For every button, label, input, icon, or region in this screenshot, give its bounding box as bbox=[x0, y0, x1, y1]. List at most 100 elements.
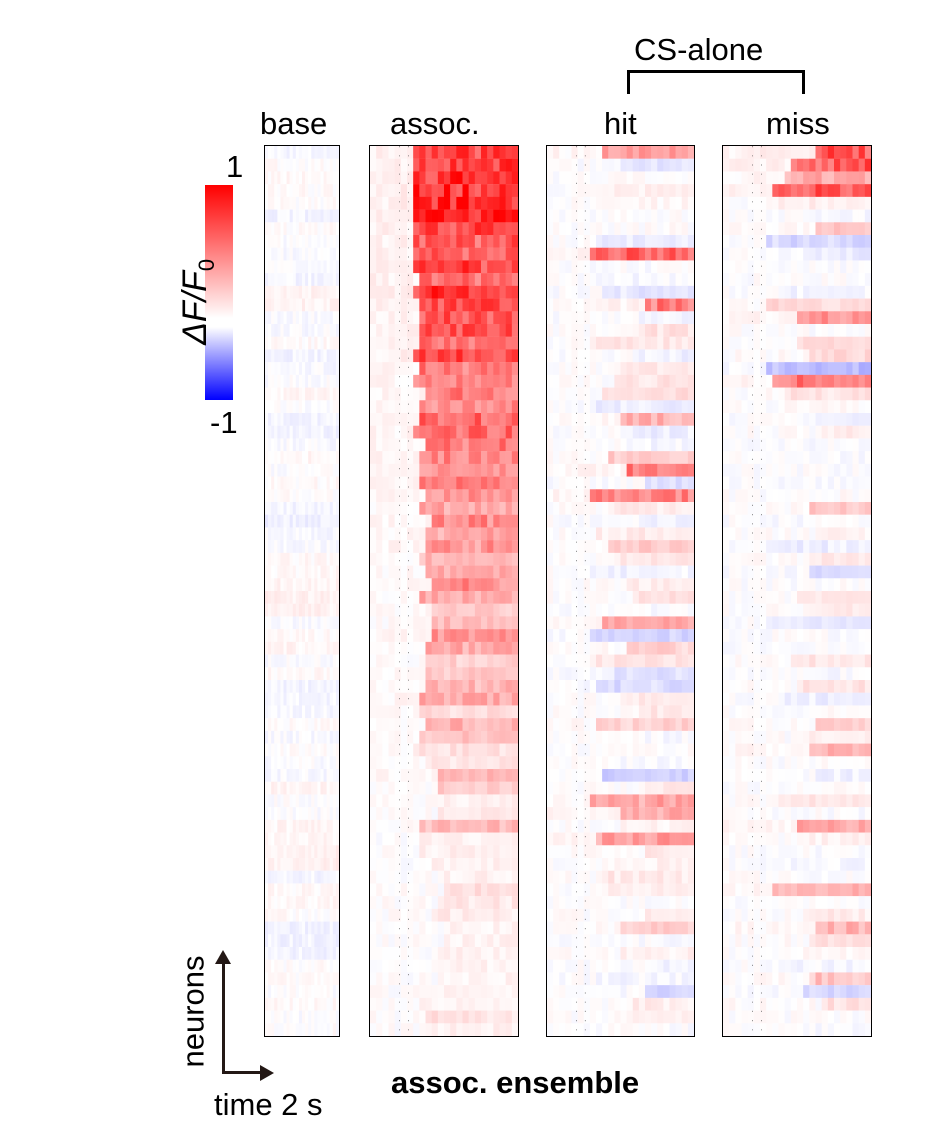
heatmap-cell bbox=[596, 375, 602, 388]
heatmap-cell bbox=[274, 871, 277, 884]
heatmap-cell bbox=[395, 896, 401, 909]
heatmap-cell bbox=[463, 705, 469, 718]
heatmap-cell bbox=[663, 871, 669, 884]
heatmap-cell bbox=[376, 616, 382, 629]
heatmap-cell bbox=[330, 451, 333, 464]
heatmap-cell bbox=[688, 311, 694, 324]
heatmap-cell bbox=[444, 184, 450, 197]
heatmap-cell bbox=[284, 400, 287, 413]
heatmap-cell bbox=[314, 833, 317, 846]
heatmap-cell bbox=[676, 388, 682, 401]
heatmap-cell bbox=[274, 349, 277, 362]
heatmap-cell bbox=[669, 438, 675, 451]
heatmap-cell bbox=[584, 248, 590, 261]
heatmap-cell bbox=[676, 960, 682, 973]
heatmap-cell bbox=[444, 998, 450, 1011]
heatmap-cell bbox=[299, 667, 302, 680]
heatmap-cell bbox=[487, 858, 493, 871]
heatmap-cell bbox=[602, 375, 608, 388]
heatmap-cell bbox=[627, 769, 633, 782]
heatmap-cell bbox=[651, 604, 657, 617]
heatmap-cell bbox=[293, 362, 296, 375]
heatmap-cell bbox=[596, 604, 602, 617]
heatmap-cell bbox=[290, 578, 293, 591]
heatmap-cell bbox=[512, 235, 518, 248]
heatmap-cell bbox=[314, 235, 317, 248]
heatmap-cell bbox=[669, 324, 675, 337]
heatmap-cell bbox=[512, 667, 518, 680]
heatmap-cell bbox=[333, 896, 336, 909]
heatmap-cell bbox=[578, 400, 584, 413]
heatmap-cell bbox=[296, 464, 299, 477]
heatmap-cell bbox=[302, 451, 305, 464]
heatmap-cell bbox=[572, 540, 578, 553]
heatmap-cell bbox=[584, 337, 590, 350]
heatmap-cell bbox=[296, 1011, 299, 1024]
heatmap-cell bbox=[382, 159, 388, 172]
heatmap-cell bbox=[663, 883, 669, 896]
heatmap-cell bbox=[627, 184, 633, 197]
heatmap-cell bbox=[395, 680, 401, 693]
heatmap-cell bbox=[296, 655, 299, 668]
heatmap-cell bbox=[413, 413, 419, 426]
heatmap-cell bbox=[327, 362, 330, 375]
heatmap-cell bbox=[382, 324, 388, 337]
heatmap-cell bbox=[308, 578, 311, 591]
heatmap-cell bbox=[308, 540, 311, 553]
heatmap-cell bbox=[506, 744, 512, 757]
heatmap-cell bbox=[395, 794, 401, 807]
heatmap-cell bbox=[314, 731, 317, 744]
heatmap-cell bbox=[500, 1011, 506, 1024]
heatmap-cell bbox=[280, 286, 283, 299]
heatmap-cell bbox=[682, 769, 688, 782]
heatmap-cell bbox=[296, 388, 299, 401]
heatmap-cell bbox=[645, 985, 651, 998]
heatmap-cell bbox=[413, 464, 419, 477]
heatmap-cell bbox=[621, 527, 627, 540]
heatmap-cell bbox=[280, 769, 283, 782]
heatmap-cell bbox=[608, 388, 614, 401]
heatmap-cell bbox=[299, 222, 302, 235]
heatmap-cell bbox=[336, 769, 339, 782]
heatmap-cell bbox=[688, 578, 694, 591]
heatmap-cell bbox=[481, 947, 487, 960]
heatmap-cell bbox=[321, 883, 324, 896]
heatmap-cell bbox=[639, 159, 645, 172]
heatmap-cell bbox=[376, 896, 382, 909]
heatmap-cell bbox=[321, 540, 324, 553]
heatmap-cell bbox=[271, 1011, 274, 1024]
heatmap-cell bbox=[590, 426, 596, 439]
heatmap-cell bbox=[682, 972, 688, 985]
heatmap-cell bbox=[676, 210, 682, 223]
heatmap-cell bbox=[438, 273, 444, 286]
heatmap-cell bbox=[565, 388, 571, 401]
heatmap-cell bbox=[578, 998, 584, 1011]
heatmap-cell bbox=[584, 604, 590, 617]
heatmap-cell bbox=[590, 337, 596, 350]
heatmap-cell bbox=[274, 171, 277, 184]
heatmap-cell bbox=[376, 782, 382, 795]
heatmap-cell bbox=[317, 1011, 320, 1024]
heatmap-cell bbox=[614, 159, 620, 172]
heatmap-cell bbox=[333, 337, 336, 350]
heatmap-cell bbox=[305, 947, 308, 960]
heatmap-cell bbox=[676, 629, 682, 642]
heatmap-cell bbox=[382, 998, 388, 1011]
heatmap-cell bbox=[475, 375, 481, 388]
heatmap-cell bbox=[426, 566, 432, 579]
heatmap-cell bbox=[682, 502, 688, 515]
heatmap-cell bbox=[308, 299, 311, 312]
heatmap-cell bbox=[450, 985, 456, 998]
heatmap-cell bbox=[290, 362, 293, 375]
heatmap-cell bbox=[308, 324, 311, 337]
heatmap-cell bbox=[512, 960, 518, 973]
heatmap-cell bbox=[572, 248, 578, 261]
heatmap-cell bbox=[308, 451, 311, 464]
heatmap-cell bbox=[336, 922, 339, 935]
heatmap-cell bbox=[512, 1011, 518, 1024]
heatmap-cell bbox=[512, 833, 518, 846]
heatmap-cell bbox=[382, 566, 388, 579]
heatmap-cell bbox=[553, 744, 559, 757]
heatmap-cell bbox=[682, 693, 688, 706]
heatmap-cell bbox=[578, 260, 584, 273]
